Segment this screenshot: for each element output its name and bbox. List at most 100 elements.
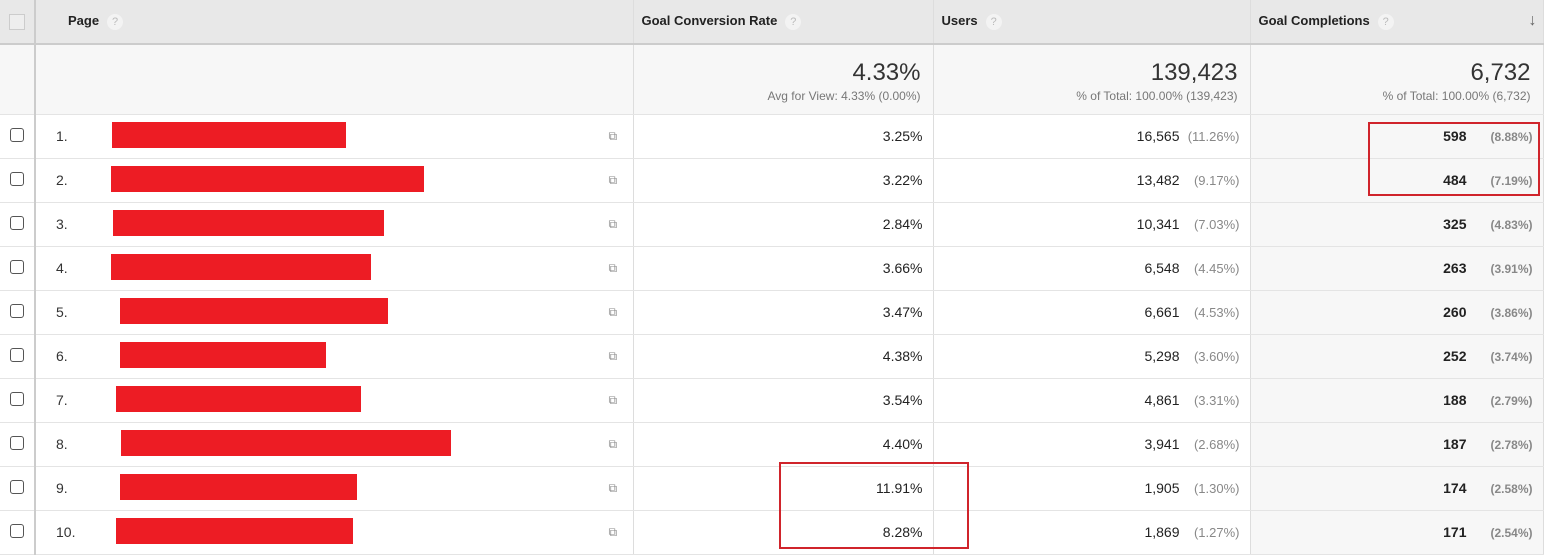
goal-conversion-rate-cell: 3.54% [633,378,934,423]
open-page-icon[interactable]: ⧉ [608,172,618,187]
help-icon[interactable]: ? [985,14,1002,30]
open-page-icon[interactable]: ⧉ [608,304,618,319]
row-checkbox[interactable] [0,510,36,555]
goal-completions-cell: 325 (4.83%) [1250,202,1544,247]
row-checkbox[interactable] [0,378,36,423]
goal-completions-cell: 188 (2.79%) [1250,378,1544,423]
row-index: 5. [56,303,68,320]
redacted-page-name [113,209,384,236]
goal-conversion-rate-cell: 3.66% [633,246,934,291]
column-header-page[interactable]: Page? [35,0,634,45]
users-cell: 13,482 (9.17%) [933,158,1251,203]
users-cell: 6,661 (4.53%) [933,290,1251,335]
page-cell: 9. ⧉ [35,466,634,511]
open-page-icon[interactable]: ⧉ [608,480,618,495]
goal-conversion-rate-cell: 3.22% [633,158,934,203]
summary-users: 139,423% of Total: 100.00% (139,423) [933,44,1251,115]
table-row: 4. ⧉ 3.66% 6,548 (4.45%) 263 (3.91%) [0,246,1544,291]
open-page-icon[interactable]: ⧉ [608,524,618,539]
row-index: 2. [56,171,68,188]
table-row: 7. ⧉ 3.54% 4,861 (3.31%) 188 (2.79%) [0,378,1544,423]
row-checkbox[interactable] [0,202,36,247]
users-cell: 1,869 (1.27%) [933,510,1251,555]
row-index: 9. [56,479,68,496]
users-cell: 1,905 (1.30%) [933,466,1251,511]
highlight-box-goal-completions [1368,122,1540,196]
help-icon[interactable]: ? [107,14,124,30]
row-checkbox[interactable] [0,290,36,335]
row-checkbox[interactable] [0,466,36,511]
table-row: 8. ⧉ 4.40% 3,941 (2.68%) 187 (2.78%) [0,422,1544,467]
open-page-icon[interactable]: ⧉ [608,216,618,231]
redacted-page-name [111,253,371,280]
page-cell: 7. ⧉ [35,378,634,423]
summary-goal-completions: 6,732% of Total: 100.00% (6,732) [1250,44,1544,115]
column-header-goal-completions[interactable]: Goal Completions? ↓ [1250,0,1544,45]
goal-conversion-rate-cell: 4.38% [633,334,934,379]
row-index: 4. [56,259,68,276]
row-checkbox[interactable] [0,158,36,203]
users-cell: 10,341 (7.03%) [933,202,1251,247]
page-cell: 10. ⧉ [35,510,634,555]
row-checkbox[interactable] [0,246,36,291]
table-row: 5. ⧉ 3.47% 6,661 (4.53%) 260 (3.86%) [0,290,1544,335]
page-cell: 3. ⧉ [35,202,634,247]
row-checkbox[interactable] [0,334,36,379]
goal-conversion-rate-cell: 3.47% [633,290,934,335]
page-cell: 4. ⧉ [35,246,634,291]
column-header-goal-conversion-rate[interactable]: Goal Conversion Rate? [633,0,934,45]
goal-completions-cell: 187 (2.78%) [1250,422,1544,467]
open-page-icon[interactable]: ⧉ [608,392,618,407]
summary-row: 4.33% Avg for View: 4.33% (0.00%) 139,423… [0,44,1544,115]
table-row: 9. ⧉ 11.91% 1,905 (1.30%) 174 (2.58%) [0,466,1544,511]
users-cell: 4,861 (3.31%) [933,378,1251,423]
row-index: 7. [56,391,68,408]
redacted-page-name [120,473,357,500]
row-checkbox[interactable] [0,422,36,467]
table-row: 10. ⧉ 8.28% 1,869 (1.27%) 171 (2.54%) [0,510,1544,555]
redacted-page-name [116,385,361,412]
open-page-icon[interactable]: ⧉ [608,436,618,451]
goal-conversion-rate-cell: 2.84% [633,202,934,247]
open-page-icon[interactable]: ⧉ [608,128,618,143]
goal-completions-cell: 598 (8.88%) [1250,114,1544,159]
open-page-icon[interactable]: ⧉ [608,348,618,363]
table-row: 2. ⧉ 3.22% 13,482 (9.17%) 484 (7.19%) [0,158,1544,203]
help-icon[interactable]: ? [785,14,802,30]
open-page-icon[interactable]: ⧉ [608,260,618,275]
highlight-box-conversion-rate [779,462,969,549]
goal-completions-cell: 263 (3.91%) [1250,246,1544,291]
page-cell: 1. ⧉ [35,114,634,159]
page-cell: 5. ⧉ [35,290,634,335]
table-row: 3. ⧉ 2.84% 10,341 (7.03%) 325 (4.83%) [0,202,1544,247]
goal-completions-cell: 252 (3.74%) [1250,334,1544,379]
row-index: 8. [56,435,68,452]
page-cell: 8. ⧉ [35,422,634,467]
redacted-page-name [120,341,326,368]
row-checkbox[interactable] [0,114,36,159]
goal-conversion-rate-cell: 3.25% [633,114,934,159]
users-cell: 16,565 (11.26%) [933,114,1251,159]
redacted-page-name [111,165,424,192]
table-row: 6. ⧉ 4.38% 5,298 (3.60%) 252 (3.74%) [0,334,1544,379]
sort-descending-icon[interactable]: ↓ [1528,12,1537,29]
page-cell: 6. ⧉ [35,334,634,379]
goal-completions-cell: 260 (3.86%) [1250,290,1544,335]
column-header-users[interactable]: Users? [933,0,1251,45]
redacted-page-name [112,121,346,148]
row-index: 6. [56,347,68,364]
redacted-page-name [120,297,388,324]
row-index: 1. [56,127,68,144]
users-cell: 5,298 (3.60%) [933,334,1251,379]
help-icon[interactable]: ? [1377,14,1394,30]
select-all-checkbox[interactable] [0,0,36,45]
summary-gcr: 4.33% Avg for View: 4.33% (0.00%) [633,44,934,115]
redacted-page-name [121,429,451,456]
table-row: 1. ⧉ 3.25% 16,565 (11.26%) 598 (8.88%) [0,114,1544,159]
redacted-page-name [116,517,353,544]
goal-completions-cell: 171 (2.54%) [1250,510,1544,555]
users-cell: 3,941 (2.68%) [933,422,1251,467]
row-index: 10. [56,523,76,540]
page-cell: 2. ⧉ [35,158,634,203]
